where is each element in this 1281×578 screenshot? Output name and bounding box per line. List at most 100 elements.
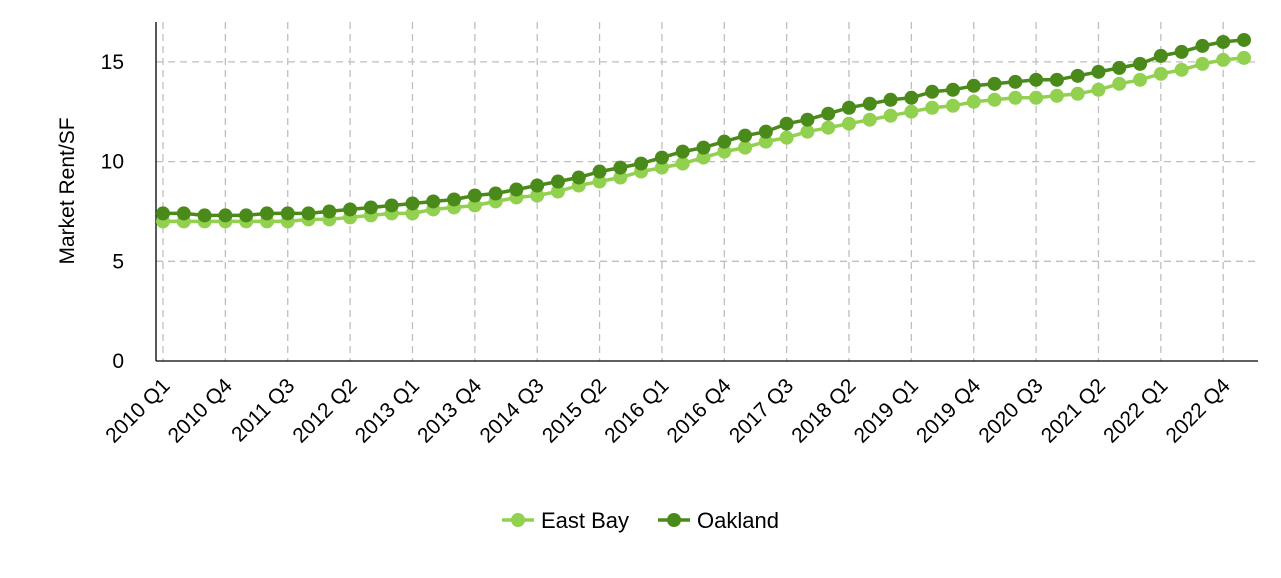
data-point: [1174, 44, 1189, 59]
data-point: [301, 206, 316, 221]
data-point: [467, 198, 482, 213]
data-point: [197, 208, 212, 223]
data-point: [1237, 32, 1251, 47]
data-point: [322, 204, 337, 219]
x-tick-label: 2015 Q2: [538, 374, 611, 447]
x-tick-label: 2010 Q1: [101, 374, 174, 447]
data-point: [156, 206, 170, 221]
data-point: [384, 198, 399, 213]
data-point: [1153, 48, 1168, 63]
x-tick-label: 2021 Q2: [1037, 374, 1110, 447]
data-point: [842, 116, 857, 131]
data-point: [634, 156, 649, 171]
data-point: [530, 188, 545, 203]
y-tick-label: 10: [101, 151, 124, 174]
data-point: [1008, 90, 1023, 105]
x-tick-label: 2022 Q4: [1162, 374, 1235, 447]
data-point: [1195, 38, 1210, 53]
data-point: [925, 100, 940, 115]
data-point: [530, 178, 545, 193]
data-point: [176, 206, 191, 221]
data-point: [1049, 88, 1064, 103]
data-point: [717, 134, 732, 149]
legend-item-oakland: Oakland: [658, 508, 779, 533]
legend: East Bay Oakland: [502, 508, 779, 533]
legend-item-east-bay: East Bay: [502, 508, 629, 533]
data-point: [654, 150, 669, 165]
x-tick-label: 2016 Q4: [663, 374, 736, 447]
x-tick-label: 2010 Q4: [164, 374, 237, 447]
data-point: [343, 202, 358, 217]
data-point: [1091, 82, 1106, 97]
data-point: [945, 82, 960, 97]
data-point: [821, 106, 836, 121]
series-line: [163, 56, 1245, 224]
x-tick-label: 2020 Q3: [974, 374, 1047, 447]
x-tick-label: 2013 Q4: [413, 374, 486, 447]
data-point: [696, 140, 711, 155]
y-tick-label: 5: [112, 250, 124, 273]
data-point: [779, 130, 794, 145]
data-point: [405, 206, 420, 221]
data-point: [1133, 56, 1148, 71]
data-point: [488, 186, 503, 201]
x-tick-label: 2014 Q3: [475, 374, 548, 447]
data-point: [904, 104, 919, 119]
x-tick-label: 2018 Q2: [787, 374, 860, 447]
x-tick-label: 2019 Q1: [850, 374, 923, 447]
data-point: [218, 208, 233, 223]
data-point: [467, 188, 482, 203]
data-point: [675, 144, 690, 159]
data-point: [571, 170, 586, 185]
data-point: [738, 140, 753, 155]
legend-label: East Bay: [541, 508, 629, 533]
legend-label: Oakland: [697, 508, 779, 533]
data-point: [405, 196, 420, 211]
data-point: [1112, 76, 1127, 91]
data-point: [675, 156, 690, 171]
data-point: [738, 128, 753, 143]
data-point: [1029, 90, 1044, 105]
data-point: [613, 170, 628, 185]
data-point: [966, 94, 981, 109]
y-tick-label: 0: [112, 350, 124, 373]
data-point: [1174, 62, 1189, 77]
data-point: [239, 208, 254, 223]
axes: [155, 22, 1258, 362]
data-point: [613, 160, 628, 175]
x-tick-label: 2017 Q3: [725, 374, 798, 447]
data-point: [758, 134, 773, 149]
x-tick-label: 2022 Q1: [1099, 374, 1172, 447]
data-point: [1070, 86, 1085, 101]
data-point: [758, 124, 773, 139]
data-point: [1070, 68, 1085, 83]
data-point: [945, 98, 960, 113]
data-point: [363, 200, 378, 215]
data-point: [987, 76, 1002, 91]
data-point: [280, 206, 295, 221]
data-point: [842, 100, 857, 115]
data-point: [1195, 56, 1210, 71]
data-point: [883, 108, 898, 123]
data-point: [259, 206, 274, 221]
data-point: [904, 90, 919, 105]
y-tick-labels: 0 5 10 15: [101, 51, 124, 373]
data-point: [592, 174, 607, 189]
y-tick-label: 15: [101, 51, 124, 74]
data-point: [862, 112, 877, 127]
series-line: [163, 38, 1245, 218]
x-tick-label: 2011 Q3: [227, 374, 299, 446]
data-point: [1008, 74, 1023, 89]
data-point: [862, 96, 877, 111]
series-oakland: [156, 32, 1251, 223]
data-point: [509, 182, 524, 197]
data-point: [1153, 66, 1168, 81]
data-point: [1237, 50, 1251, 65]
data-point: [800, 124, 815, 139]
x-tick-label: 2016 Q1: [600, 374, 673, 447]
data-point: [925, 84, 940, 99]
data-point: [550, 184, 565, 199]
data-point: [1029, 72, 1044, 87]
